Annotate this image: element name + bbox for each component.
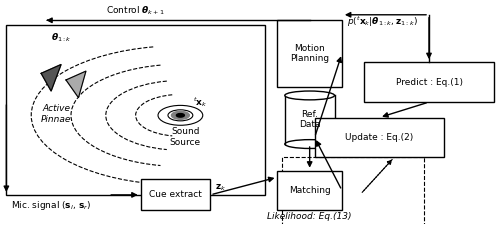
Text: Matching: Matching [289,186,331,195]
FancyBboxPatch shape [364,62,494,102]
Text: $^t\mathbf{x}_k$: $^t\mathbf{x}_k$ [193,95,208,109]
Polygon shape [41,65,61,91]
Ellipse shape [285,91,335,100]
Text: Likelihood: Eq.(13): Likelihood: Eq.(13) [268,212,352,221]
Text: $p(^t\mathbf{x}_k|\boldsymbol{\theta}_{1:k}, \mathbf{z}_{1:k})$: $p(^t\mathbf{x}_k|\boldsymbol{\theta}_{1… [347,15,418,29]
Text: Control $\boldsymbol{\theta}_{k+1}$: Control $\boldsymbol{\theta}_{k+1}$ [106,4,165,17]
FancyBboxPatch shape [6,25,265,195]
Text: Predict : Eq.(1): Predict : Eq.(1) [396,78,462,87]
Text: Active
Pinnae: Active Pinnae [41,104,72,124]
Text: Sound
Source: Sound Source [170,128,201,147]
Text: Update : Eq.(2): Update : Eq.(2) [345,133,414,142]
FancyBboxPatch shape [314,117,444,157]
Text: Ref.
Data: Ref. Data [299,110,320,129]
Text: Mic. signal ($\mathbf{s}_l$, $\mathbf{s}_r$): Mic. signal ($\mathbf{s}_l$, $\mathbf{s}… [12,199,92,212]
FancyBboxPatch shape [285,95,335,144]
Circle shape [172,111,190,119]
Ellipse shape [285,140,335,148]
FancyBboxPatch shape [278,20,342,87]
Text: Motion
Planning: Motion Planning [290,44,329,63]
Circle shape [176,114,184,117]
Text: $\mathbf{z}_k$: $\mathbf{z}_k$ [215,182,226,193]
FancyBboxPatch shape [140,179,210,210]
FancyBboxPatch shape [278,171,342,210]
Text: $\boldsymbol{\theta}_{1:k}$: $\boldsymbol{\theta}_{1:k}$ [51,32,72,44]
Polygon shape [66,71,86,98]
Text: Cue extract: Cue extract [149,190,202,199]
